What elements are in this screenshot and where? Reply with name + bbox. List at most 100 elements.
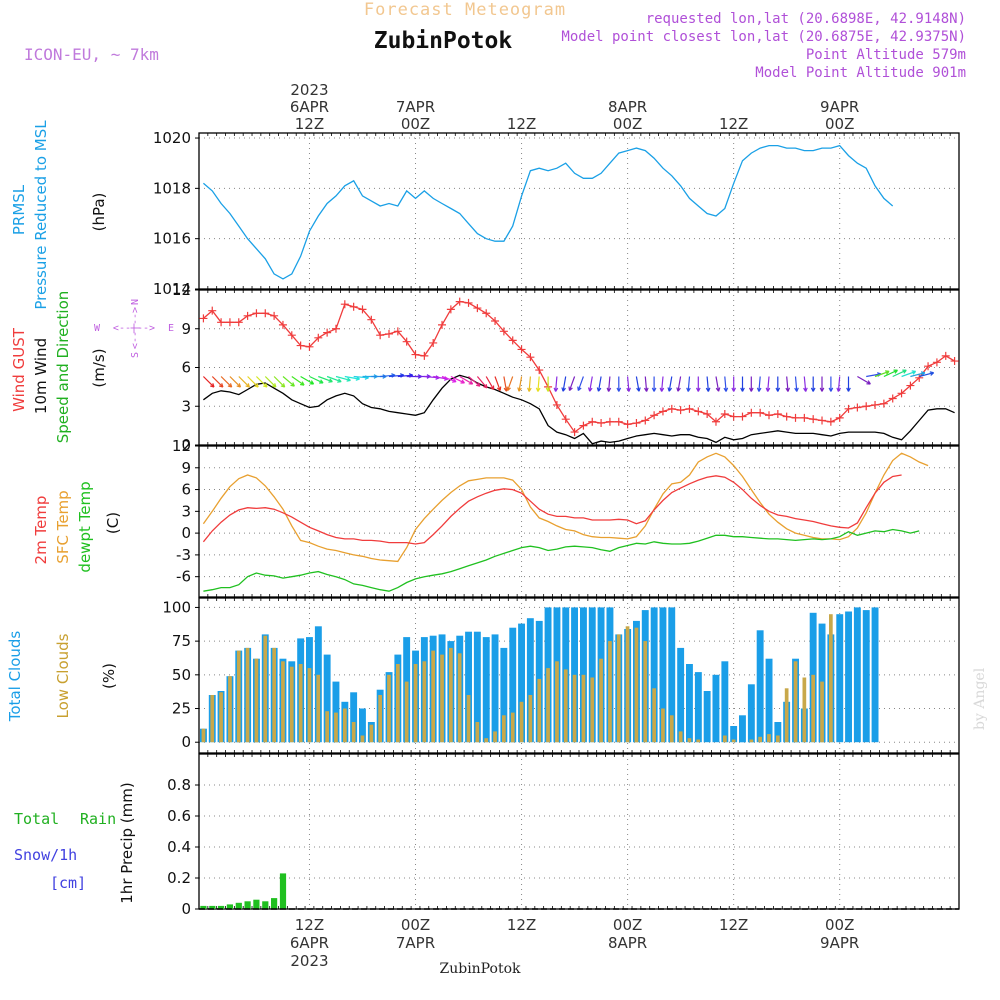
total-cloud-bar: [465, 631, 472, 743]
top-time-label: 12Z: [507, 115, 536, 133]
precip-bar: [226, 904, 233, 909]
gust-point: [438, 320, 447, 329]
low-cloud-bar: [608, 641, 612, 743]
compass-north: N: [130, 299, 141, 305]
low-cloud-bar: [590, 677, 595, 743]
low-cloud-bar: [634, 627, 639, 743]
wind-direction-arrow: [676, 376, 682, 392]
gust-point: [552, 400, 561, 409]
total-cloud-bar: [500, 647, 508, 743]
wind-direction-arrow: [211, 376, 224, 388]
precip-bar: [235, 902, 242, 909]
wind-direction-arrow: [229, 376, 242, 388]
wind-direction-arrow: [667, 376, 673, 392]
wind-speed-direction-label: Speed and Direction: [54, 291, 72, 444]
bottom-time-label: 00Z: [613, 916, 642, 934]
low-cloud-bar: [387, 674, 391, 743]
low-cloud-bar: [298, 664, 303, 743]
sfc-temp-label: SFC Temp: [54, 490, 72, 563]
total-cloud-bar: [526, 618, 534, 743]
precip-snow-label: Snow/1h: [14, 846, 77, 864]
low-cloud-bar: [281, 661, 285, 743]
wind-direction-arrow: [300, 375, 315, 385]
low-cloud-bar: [581, 674, 586, 743]
y-tick-label: 6: [181, 359, 191, 377]
top-time-label: 7APR: [396, 98, 435, 116]
gust-point: [579, 421, 588, 430]
gust-point: [358, 305, 367, 314]
gust-point: [924, 362, 933, 371]
gust-point: [252, 309, 261, 318]
low-cloud-bar: [687, 738, 692, 743]
low-cloud-bar: [678, 731, 683, 743]
wind-unit-label: (m/s): [90, 348, 108, 387]
y-tick-label: 6: [181, 481, 191, 499]
low-cloud-bar: [696, 739, 701, 743]
precip-bar: [279, 873, 287, 909]
y-tick-label: 50: [172, 666, 191, 684]
wind-direction-arrow: [731, 376, 737, 392]
total-cloud-bar: [588, 607, 596, 743]
y-tick-label: 1018: [153, 179, 191, 197]
wind-direction-arrow: [756, 376, 762, 392]
low-cloud-bar: [475, 722, 480, 743]
gust-point: [305, 342, 314, 351]
bottom-time-label: 7APR: [396, 934, 435, 952]
pressure-unit-label: (hPa): [90, 193, 108, 232]
total-cloud-bar: [359, 708, 366, 743]
gust-point: [711, 417, 720, 426]
y-tick-label: 0: [181, 436, 191, 454]
gust-point: [623, 420, 632, 429]
wind-direction-arrow: [441, 375, 457, 383]
total-cloud-bar: [659, 607, 667, 743]
total-cloud-bar: [703, 691, 711, 743]
low-cloud-bar: [546, 668, 550, 743]
wind-direction-arrow: [874, 370, 890, 378]
bottom-time-label: 9APR: [820, 934, 859, 952]
gust-point: [349, 302, 358, 311]
low-cloud-bar: [793, 661, 798, 743]
low-cloud-bar: [537, 678, 542, 743]
wind-direction-arrow: [335, 375, 351, 382]
gust-point: [464, 298, 473, 307]
gust-point: [888, 394, 897, 403]
wind-direction-arrow: [846, 376, 851, 392]
gust-point: [756, 408, 765, 417]
total-cloud-bar: [712, 674, 720, 743]
low-cloud-bar: [493, 731, 497, 743]
total-cloud-bar: [836, 614, 844, 743]
total-cloud-bar: [747, 684, 755, 743]
top-time-label: 2023: [290, 81, 328, 99]
gust-point: [473, 304, 482, 313]
pressure-panel: 1020 1018 1016 1014: [153, 129, 960, 298]
gust-line: [202, 300, 955, 434]
precip-axis-label: 1hr Precip (mm): [118, 782, 136, 903]
gust-point: [225, 318, 234, 327]
y-tick-label: 3: [181, 397, 191, 415]
gust-point: [243, 311, 252, 320]
low-cloud-bar: [661, 708, 665, 743]
gust-point: [331, 324, 340, 333]
wind-direction-arrow: [326, 375, 342, 383]
low-cloud-bar: [811, 674, 815, 743]
wind-direction-arrow: [450, 375, 465, 384]
low-cloud-bar: [502, 715, 506, 743]
gust-point: [296, 341, 305, 350]
gust-point: [915, 373, 924, 382]
low-cloud-bar: [572, 674, 577, 743]
low-cloud-bar: [457, 653, 462, 743]
bottom-time-label: 6APR: [290, 934, 329, 952]
y-tick-label: 0.6: [167, 807, 191, 825]
gust-point: [455, 297, 464, 306]
wind-direction-arrow: [626, 376, 631, 392]
wind-direction-arrow: [202, 376, 215, 388]
gust-point: [605, 417, 614, 426]
wind-direction-arrow: [545, 376, 551, 392]
precip-bar: [200, 905, 207, 909]
wind-direction-arrow: [695, 376, 701, 392]
precip-rain-label: Rain: [80, 810, 116, 828]
wind-direction-arrow: [264, 376, 277, 388]
bottom-time-label: 00Z: [825, 916, 854, 934]
total-cloud-bar: [350, 692, 358, 743]
